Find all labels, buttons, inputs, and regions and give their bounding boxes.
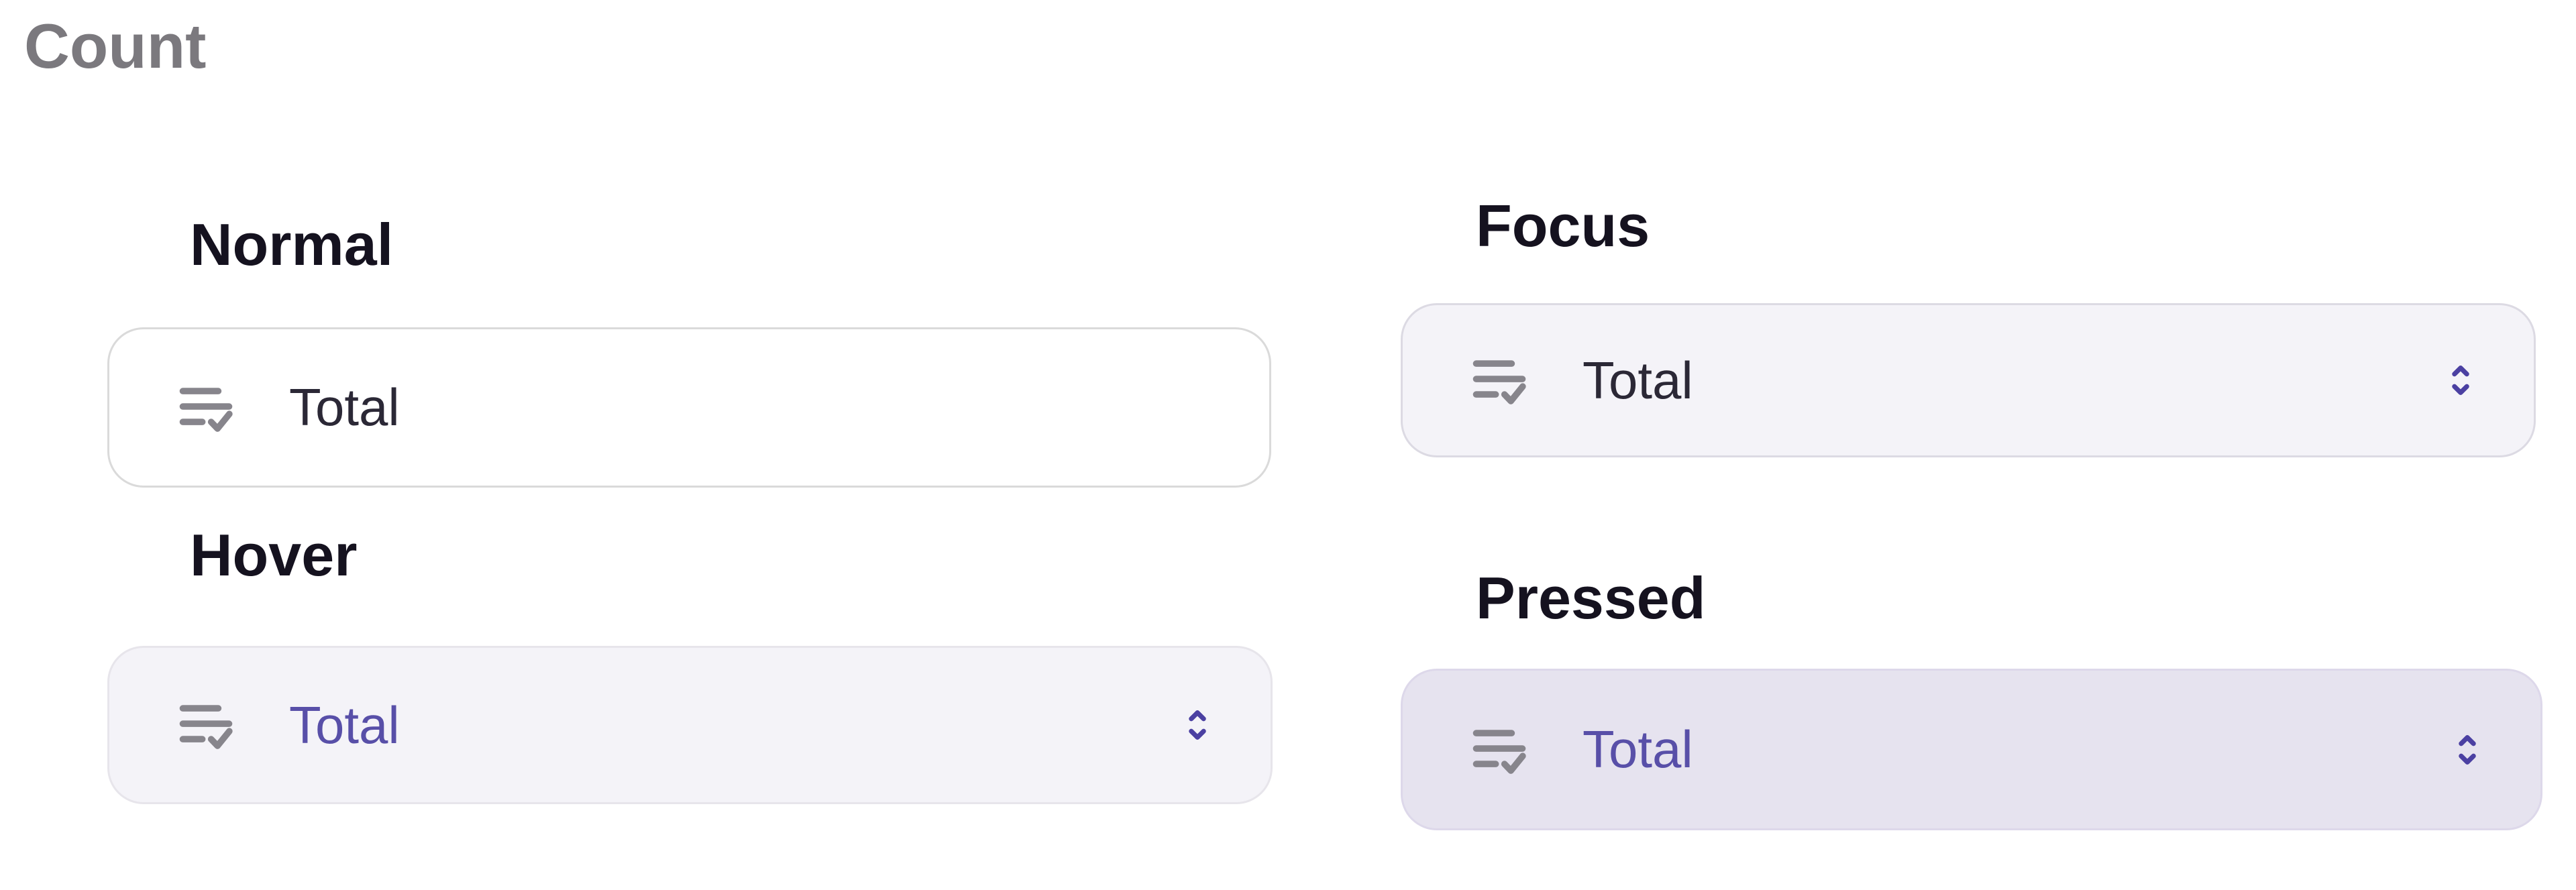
chevron-up-down-icon — [1186, 706, 1209, 744]
select-value: Total — [1582, 350, 1693, 410]
count-select-button-focus[interactable]: Total — [1401, 303, 2536, 457]
state-label-focus: Focus — [1476, 192, 1650, 259]
state-label-hover: Hover — [190, 522, 358, 588]
state-label-pressed: Pressed — [1476, 565, 1706, 631]
checklist-icon — [1468, 719, 1530, 781]
chevron-up-down-icon — [2449, 361, 2472, 400]
chevron-up-down-icon — [2456, 730, 2479, 769]
checklist-icon — [175, 377, 237, 439]
select-value: Total — [289, 695, 400, 755]
count-select-button-hover[interactable]: Total — [107, 646, 1273, 804]
page-title: Count — [24, 11, 207, 81]
count-select-button-normal[interactable]: Total — [107, 327, 1271, 488]
count-select-button-pressed[interactable]: Total — [1401, 669, 2542, 830]
checklist-icon — [1468, 349, 1530, 411]
select-value: Total — [289, 378, 400, 437]
state-label-normal: Normal — [190, 211, 394, 278]
select-value: Total — [1582, 720, 1693, 779]
checklist-icon — [175, 694, 237, 756]
